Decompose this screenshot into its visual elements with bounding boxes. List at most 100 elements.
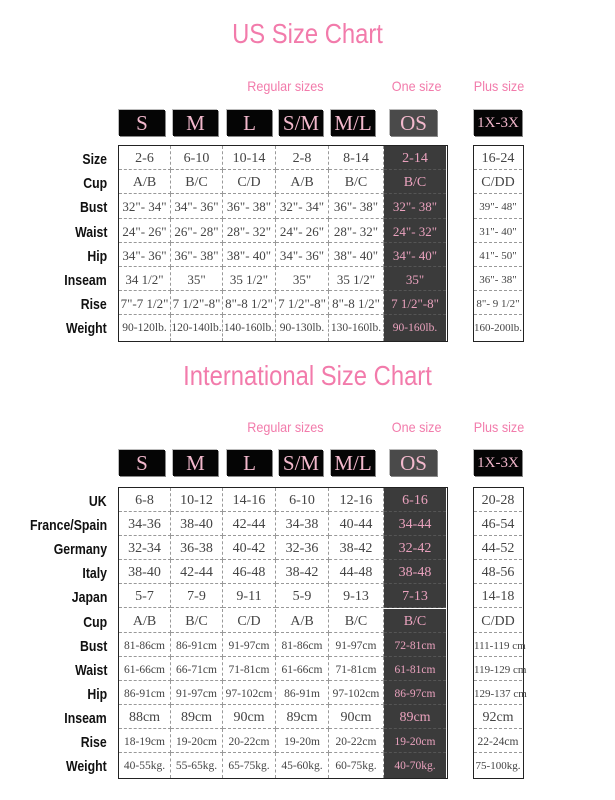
- row-label: Cup: [83, 175, 107, 193]
- table-cell: 24"- 32": [384, 218, 446, 243]
- table-cell: 7-13: [384, 584, 446, 609]
- row-label: Hip: [87, 247, 107, 265]
- row-label: Germany: [53, 541, 107, 559]
- table-cell: 91-97cm: [171, 680, 223, 705]
- plus-size-table: 16-24 C/DD 39"- 48" 31"- 40" 41"- 50" 36"- 38…: [473, 145, 524, 342]
- size-header-s: S: [119, 450, 165, 476]
- plus-table-cell: 20-28: [474, 488, 522, 513]
- table-cell: 89cm: [276, 704, 329, 729]
- table-cell: 55-65kg.: [171, 753, 223, 779]
- table-cell: 90cm: [329, 704, 384, 729]
- table-cell: A/B: [276, 608, 329, 633]
- table-cell: 81-86cm: [276, 632, 329, 657]
- table-cell: 19-20m: [276, 729, 329, 754]
- plus-table-cell: 31"- 40": [474, 219, 522, 243]
- plus-table-cell: 48-56: [474, 560, 522, 585]
- size-header-plus: 1X-3X: [474, 450, 522, 476]
- us-plus-size-label: Plus size: [473, 78, 525, 94]
- plus-table-cell: C/DD: [474, 170, 522, 195]
- table-cell: C/D: [223, 170, 276, 195]
- table-cell: 40-70kg.: [384, 753, 446, 779]
- table-cell: 38-40: [119, 560, 171, 585]
- plus-table-cell: 8"- 9 1/2": [474, 291, 522, 316]
- table-cell: 71-81cm: [223, 656, 276, 681]
- table-cell: 65-75kg.: [223, 753, 276, 779]
- size-header-os: OS: [390, 450, 437, 476]
- table-cell: 32-36: [276, 536, 329, 561]
- table-cell: 71-81cm: [329, 656, 384, 681]
- table-cell: 35": [171, 267, 223, 292]
- table-cell: 61-66cm: [276, 656, 329, 681]
- table-cell: 24"- 26": [119, 218, 171, 243]
- intl-chart-title: International Size Chart: [183, 360, 432, 391]
- plus-table-cell: 92cm: [474, 705, 522, 729]
- table-cell: 14-16: [223, 488, 276, 513]
- table-cell: 38"- 40": [329, 242, 384, 267]
- table-cell: 8"-8 1/2": [329, 291, 384, 316]
- table-cell: 10-12: [171, 488, 223, 513]
- table-cell: 7 1/2"-8": [276, 291, 329, 316]
- row-label: Rise: [81, 734, 107, 751]
- table-cell: 34"- 36": [171, 194, 223, 219]
- table-cell: 5-9: [276, 584, 329, 609]
- row-label: Hip: [87, 685, 107, 703]
- table-cell: 86-91m: [276, 680, 329, 705]
- table-cell: 38-40: [171, 512, 223, 537]
- table-cell: 35": [276, 267, 329, 292]
- table-cell: 36"- 38": [329, 194, 384, 219]
- table-cell: 34"- 40": [384, 242, 446, 267]
- table-cell: 34"- 36": [276, 242, 329, 267]
- row-label: Size: [82, 151, 107, 168]
- table-cell: 7 1/2"-8": [171, 291, 223, 316]
- table-cell: 20-22cm: [223, 729, 276, 754]
- row-label: Bust: [79, 637, 107, 655]
- table-cell: 90-120lb.: [119, 315, 171, 341]
- table-cell: 44-48: [329, 560, 384, 585]
- table-cell: 34"- 36": [119, 242, 171, 267]
- table-cell: 7"-7 1/2": [119, 291, 171, 316]
- table-cell: A/B: [119, 608, 171, 633]
- plus-size-table: 20-28 46-54 44-52 48-56 14-18 C/DD 111-119 cm 1…: [473, 487, 527, 780]
- table-cell: 130-160lb.: [329, 315, 384, 341]
- plus-table-cell: 160-200lb.: [474, 322, 522, 335]
- table-cell: 97-102cm: [329, 680, 384, 705]
- table-cell: 40-44: [329, 512, 384, 537]
- table-cell: 36-38: [171, 536, 223, 561]
- plus-table-cell: 39"- 48": [474, 194, 522, 219]
- size-header-m: M: [173, 450, 218, 476]
- table-cell: 97-102cm: [223, 680, 276, 705]
- intl-one-size-label: One size: [391, 419, 442, 435]
- table-cell: 86-97cm: [384, 680, 446, 705]
- table-cell: 91-97cm: [223, 632, 276, 657]
- plus-table-cell: 111-119 cm: [474, 633, 526, 657]
- row-label: Rise: [81, 296, 107, 314]
- table-cell: 72-81cm: [384, 632, 446, 657]
- table-cell: 42-44: [171, 560, 223, 585]
- regular-size-table: 6-8 10-12 14-16 6-10 12-16 6-16 34-36 38-40 42-4…: [118, 487, 448, 780]
- table-cell: 7-9: [171, 584, 223, 609]
- row-label: Japan: [71, 589, 107, 607]
- table-cell: 6-16: [384, 488, 446, 513]
- row-label: Waist: [74, 223, 107, 241]
- table-cell: 66-71cm: [171, 656, 223, 681]
- size-header-l: L: [227, 450, 272, 476]
- table-cell: 28"- 32": [329, 218, 384, 243]
- plus-table-cell: C/DD: [474, 609, 522, 633]
- table-cell: 38-48: [384, 560, 446, 585]
- table-cell: 90-160lb.: [384, 315, 446, 341]
- table-cell: 5-7: [119, 584, 171, 609]
- table-cell: 10-14: [223, 146, 276, 171]
- table-cell: 34 1/2": [119, 267, 171, 292]
- row-label: Waist: [74, 661, 107, 679]
- table-cell: B/C: [171, 608, 223, 633]
- table-cell: 81-86cm: [119, 632, 171, 657]
- table-cell: 2-14: [384, 146, 446, 171]
- table-cell: 88cm: [119, 704, 171, 729]
- row-label: UK: [89, 493, 107, 510]
- table-cell: 36"- 38": [171, 242, 223, 267]
- table-cell: 32"- 34": [276, 194, 329, 219]
- table-cell: 26"- 28": [171, 218, 223, 243]
- table-cell: 8-14: [329, 146, 384, 171]
- table-cell: B/C: [384, 170, 446, 195]
- table-cell: A/B: [119, 170, 171, 195]
